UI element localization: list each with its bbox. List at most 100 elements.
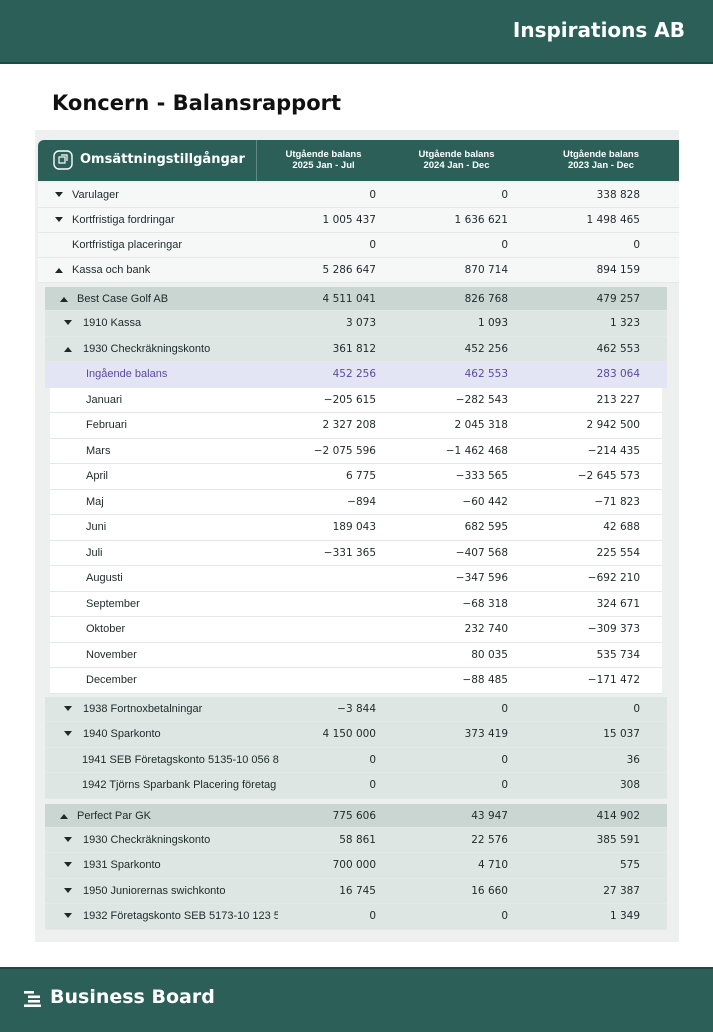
toggle-arrow[interactable] [64, 887, 72, 894]
table-row[interactable]: 1930 Checkräkningskonto 58 861 22 576 385 5… [45, 827, 667, 853]
row-value: 0 [633, 239, 640, 251]
row-value: −333 565 [455, 470, 508, 482]
column-period: 2023 Jan - Dec [567, 160, 634, 171]
table-row[interactable]: 1931 Sparkonto 700 000 4 710 575 [45, 853, 667, 879]
row-value: 3 073 [345, 317, 376, 329]
row-value: 452 256 [464, 342, 508, 355]
row-label: Juli [86, 546, 103, 559]
row-value: 479 257 [596, 293, 640, 305]
toggle-arrow[interactable] [60, 813, 68, 819]
table-row[interactable]: 1950 Juniorernas swichkonto 16 745 16 660 2… [45, 878, 667, 904]
row-value: −60 442 [462, 495, 508, 508]
page-title: Koncern - Balansrapport [52, 91, 342, 115]
table-heading: Omsättningstillgångar [80, 152, 245, 167]
toggle-arrow[interactable] [64, 320, 72, 326]
toggle-arrow[interactable] [64, 731, 72, 737]
row-label: November [86, 648, 137, 661]
table-row[interactable]: Kortfristiga fordringar 1 005 437 1 636 62… [38, 208, 679, 233]
toggle-arrow[interactable] [64, 913, 72, 919]
row-label: Augusti [86, 572, 123, 584]
row-label: Perfect Par GK [77, 809, 151, 822]
table-row[interactable]: Kassa och bank 5 286 647 870 714 894 159 [38, 258, 679, 283]
row-value: −282 543 [455, 393, 508, 406]
row-value: 1 323 [609, 317, 640, 329]
row-label: Kortfristiga fordringar [72, 214, 175, 226]
row-value: 0 [633, 702, 640, 715]
table-row[interactable]: Perfect Par GK 775 606 43 947 414 902 [45, 803, 667, 828]
row-value: 0 [369, 189, 376, 201]
row-label: 1941 SEB Företagskonto 5135-10 056 8 [82, 753, 279, 766]
row-value: 6 775 [345, 470, 376, 482]
table-row: September −68 318 324 671 [50, 591, 662, 617]
row-value: 0 [501, 239, 508, 251]
row-value: −309 373 [587, 623, 640, 635]
row-value: 0 [501, 779, 508, 791]
row-value: 0 [501, 189, 508, 201]
row-value: −407 568 [455, 546, 508, 559]
header-divider [256, 140, 257, 181]
toggle-arrow[interactable] [60, 296, 68, 302]
table-row: Oktober 232 740 −309 373 [50, 617, 662, 643]
brand-icon [24, 991, 41, 1007]
table-row: 1942 Tjörns Sparbank Placering företag 0 0… [45, 773, 667, 799]
toggle-arrow[interactable] [55, 217, 63, 223]
table-row[interactable]: 1932 Företagskonto SEB 5173-10 123 5 0 0 1 … [45, 904, 667, 930]
table-row: December −88 485 −171 472 [50, 668, 662, 694]
row-value: 0 [369, 910, 376, 922]
row-label: December [86, 674, 137, 686]
table-row: Kortfristiga placeringar 0 0 0 [38, 233, 679, 258]
toggle-arrow[interactable] [64, 862, 72, 868]
row-label: 1932 Företagskonto SEB 5173-10 123 5 [83, 910, 278, 922]
row-value: −1 462 468 [445, 444, 508, 457]
table-row: Januari −205 615 −282 543 213 227 [50, 387, 662, 413]
row-value: 1 636 621 [454, 214, 508, 226]
row-value: −205 615 [323, 393, 376, 406]
row-value: 189 043 [332, 521, 376, 533]
table-row: Februari 2 327 208 2 045 318 2 942 500 [50, 413, 662, 439]
row-value: −171 472 [587, 674, 640, 686]
table-row[interactable]: 1930 Checkräkningskonto 361 812 452 256 462… [45, 336, 667, 362]
row-value: 0 [369, 239, 376, 251]
row-value: 870 714 [464, 264, 508, 276]
company-name: Inspirations AB [512, 18, 685, 42]
toggle-arrow[interactable] [55, 267, 63, 273]
toggle-arrow[interactable] [64, 346, 72, 352]
row-label: Juni [86, 521, 107, 533]
row-value: 0 [501, 910, 508, 922]
row-value: 826 768 [464, 293, 508, 305]
row-label: 1930 Checkräkningskonto [83, 833, 211, 846]
row-value: 452 256 [332, 368, 376, 380]
row-value: 80 035 [471, 648, 508, 661]
row-label: September [86, 597, 140, 610]
column-title: Utgående balans [562, 149, 640, 160]
row-label: Mars [86, 444, 111, 457]
table-row[interactable]: Best Case Golf AB 4 511 041 826 768 479 257 [45, 287, 667, 311]
row-value: 4 511 041 [322, 293, 376, 305]
row-value: 283 064 [596, 368, 640, 380]
row-value: 1 498 465 [586, 214, 640, 226]
row-label: 1910 Kassa [83, 317, 142, 329]
table-row[interactable]: 1910 Kassa 3 073 1 093 1 323 [45, 311, 667, 337]
row-label: 1942 Tjörns Sparbank Placering företag [82, 779, 277, 791]
table-row: Mars −2 075 596 −1 462 468 −214 435 [50, 438, 662, 464]
table-row[interactable]: 1940 Sparkonto 4 150 000 373 419 15 037 [45, 722, 667, 748]
row-label: Oktober [86, 623, 126, 635]
table-row[interactable]: 1938 Fortnoxbetalningar −3 844 0 0 [45, 696, 667, 722]
table-row: Maj −894 −60 442 −71 823 [50, 489, 662, 515]
row-value: 232 740 [464, 623, 508, 635]
row-value: 36 [626, 753, 640, 766]
row-value: 213 227 [596, 393, 640, 406]
table-row: November 80 035 535 734 [50, 642, 662, 668]
toggle-arrow[interactable] [55, 192, 63, 198]
row-value: 27 387 [603, 884, 640, 897]
row-value: 16 745 [339, 884, 376, 897]
table-row: 1941 SEB Företagskonto 5135-10 056 8 0 0 36 [45, 747, 667, 773]
row-value: −88 485 [462, 674, 508, 686]
row-label: Kortfristiga placeringar [72, 239, 183, 251]
row-value: 462 553 [596, 342, 640, 355]
table-row[interactable]: Varulager 0 0 338 828 [38, 183, 679, 208]
row-value: 43 947 [471, 809, 508, 822]
toggle-arrow[interactable] [64, 705, 72, 712]
toggle-arrow[interactable] [64, 836, 72, 843]
column-title: Utgående balans [418, 149, 495, 160]
